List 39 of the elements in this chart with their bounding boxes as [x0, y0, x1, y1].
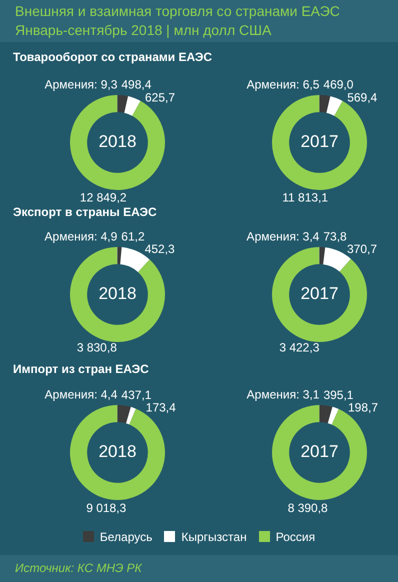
data-label: 370,7	[346, 242, 378, 256]
data-label: 569,4	[347, 90, 378, 104]
text: 2017	[300, 284, 338, 304]
legend-label: Россия	[274, 530, 316, 544]
data-label: 625,7	[145, 90, 176, 104]
text: Январь-сентябрь 2018 | млн долл США	[15, 22, 272, 38]
data-label: 452,3	[144, 242, 176, 256]
data-label: 11 813,1	[282, 190, 328, 204]
legend-label: Беларусь	[98, 530, 152, 544]
data-label: Армения: 4,4	[44, 387, 118, 402]
data-label: 9 018,3	[86, 501, 127, 516]
data-label: 173,4	[146, 400, 176, 414]
data-label: 3 422,3	[279, 340, 320, 355]
text: 2017	[300, 132, 338, 152]
data-label: 469,0	[323, 78, 354, 92]
data-label: 12 849,2	[80, 190, 127, 205]
text: Источник: КС МНЭ РК	[15, 561, 142, 575]
data-label: 198,7	[348, 400, 378, 414]
data-label: 395,1	[323, 388, 354, 402]
text: 2018	[98, 442, 136, 462]
text: 2018	[98, 284, 136, 304]
data-label: 8 390,8	[288, 501, 328, 516]
data-label: 498,4	[121, 78, 152, 92]
text: Внешняя и взаимная торговля со странами ЕАЭС	[15, 3, 340, 19]
text: 2017	[300, 442, 338, 462]
chart-subtitle: Экспорт в страны ЕАЭС	[13, 205, 157, 219]
data-label: 61,2	[121, 229, 145, 244]
chart-subtitle: Импорт из стран ЕАЭС	[13, 362, 149, 376]
data-label: Армения: 6,5	[246, 77, 320, 92]
data-label: 73,8	[323, 229, 348, 244]
data-label: 437,1	[121, 388, 152, 402]
text: 2018	[98, 132, 136, 152]
data-label: Армения: 3,4	[246, 229, 320, 244]
legend-label: Кыргызстан	[180, 530, 247, 544]
data-label: Армения: 9,3	[44, 77, 118, 92]
data-label: Армения: 4,9	[44, 229, 118, 244]
chart-subtitle: Товарооборот со странами ЕАЭС	[13, 50, 212, 64]
data-label: Армения: 3,1	[246, 387, 320, 402]
data-label: 3 830,8	[76, 340, 118, 354]
